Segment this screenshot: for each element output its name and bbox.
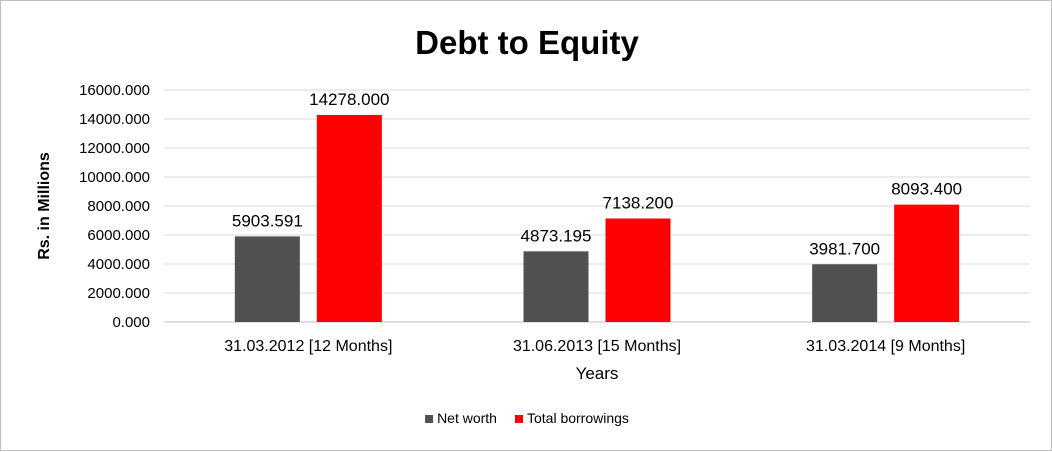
y-axis-title: Rs. in Millions <box>36 152 53 260</box>
legend-swatch <box>425 415 434 423</box>
y-tick-label: 0.000 <box>112 314 150 331</box>
chart-title: Debt to Equity <box>415 24 639 61</box>
data-label: 5903.591 <box>232 211 303 230</box>
legend-label: Net worth <box>437 410 497 426</box>
legend-label: Total borrowings <box>527 410 629 426</box>
bar <box>316 114 382 323</box>
data-label: 3981.700 <box>809 239 880 258</box>
data-label: 4873.195 <box>521 226 592 245</box>
data-label: 14278.000 <box>309 90 389 109</box>
legend-item: Net worth <box>425 410 497 426</box>
category-labels: 31.03.2012 [12 Months] 31.06.2013 [15 Mon… <box>224 338 965 355</box>
y-tick-label: 10000.000 <box>79 169 150 186</box>
y-tick-label: 12000.000 <box>79 140 150 157</box>
data-labels: 5903.591 14278.000 4873.195 7138.200 3981.70… <box>232 90 962 258</box>
y-tick-label: 2000.000 <box>87 285 150 302</box>
x-category-label: 31.06.2013 [15 Months] <box>513 338 681 355</box>
gridlines <box>164 89 1030 294</box>
bar <box>894 204 960 322</box>
y-tick-label: 16000.000 <box>79 82 150 99</box>
y-tick-label: 6000.000 <box>87 227 150 244</box>
y-tick-label: 8000.000 <box>87 198 150 215</box>
bar <box>812 264 878 322</box>
bars <box>234 114 960 323</box>
y-axis-ticks: 0.000 2000.000 4000.000 6000.000 8000.000 100… <box>79 82 150 331</box>
x-axis-title: Years <box>576 364 619 383</box>
x-category-label: 31.03.2012 [12 Months] <box>224 338 392 355</box>
data-label: 7138.200 <box>603 193 674 212</box>
x-category-label: 31.03.2014 [9 Months] <box>806 338 965 355</box>
bar <box>523 251 589 322</box>
y-tick-label: 14000.000 <box>79 111 150 128</box>
y-tick-label: 4000.000 <box>87 256 150 273</box>
legend: Net worth Total borrowings <box>425 410 629 426</box>
bar <box>234 236 300 322</box>
legend-swatch <box>514 415 523 423</box>
legend-item: Total borrowings <box>514 410 629 426</box>
bar <box>605 218 671 322</box>
data-label: 8093.400 <box>891 180 962 199</box>
